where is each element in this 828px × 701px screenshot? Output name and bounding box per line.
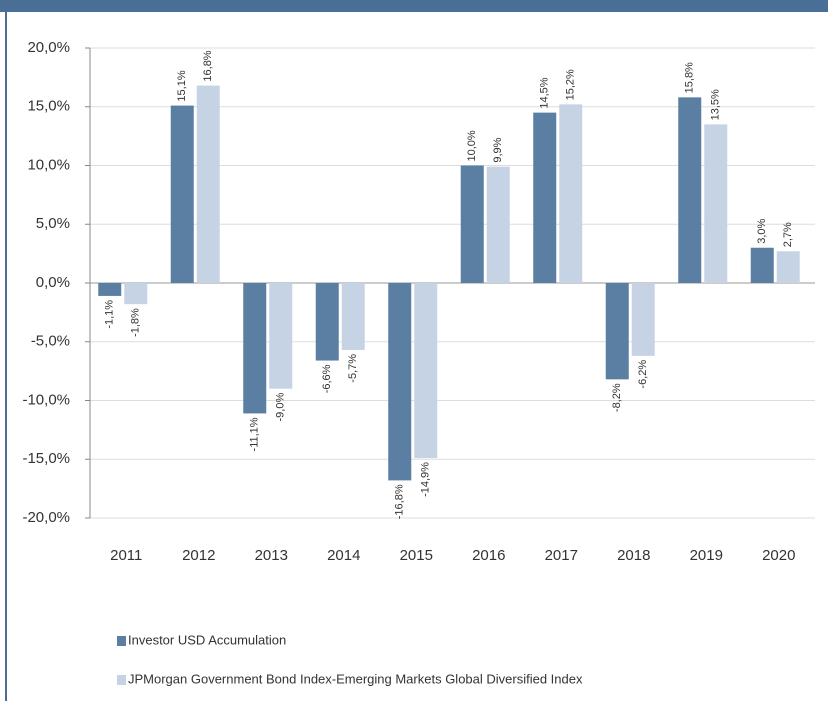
legend-swatch	[117, 675, 126, 685]
value-label: 9,9%	[492, 137, 504, 162]
bar	[533, 112, 557, 283]
legend-swatch	[117, 636, 126, 646]
value-label: -6,6%	[321, 364, 333, 393]
value-label: -16,8%	[394, 484, 406, 519]
bar	[341, 283, 365, 350]
value-label: 15,1%	[176, 70, 188, 101]
legend-label: Investor USD Accumulation	[128, 632, 286, 647]
bar	[704, 124, 728, 283]
y-tick-label: 5,0%	[36, 215, 70, 232]
value-label: 13,5%	[710, 89, 722, 120]
bar	[98, 283, 122, 296]
bar	[170, 105, 194, 283]
value-label: -1,8%	[130, 308, 142, 337]
top-band	[0, 0, 828, 12]
x-tick-label: 2015	[400, 547, 433, 564]
x-tick-label: 2016	[472, 547, 505, 564]
x-tick-label: 2014	[327, 547, 360, 564]
bar	[605, 283, 629, 380]
x-tick-label: 2011	[110, 547, 142, 564]
bar	[315, 283, 339, 361]
bar	[750, 247, 774, 283]
value-label: 16,8%	[202, 50, 214, 81]
x-tick-label: 2020	[762, 547, 795, 564]
x-tick-label: 2012	[182, 547, 215, 564]
y-tick-label: -20,0%	[22, 509, 70, 526]
bar	[124, 283, 148, 305]
y-tick-label: 15,0%	[27, 98, 70, 115]
y-tick-label: 10,0%	[27, 156, 70, 173]
value-label: -5,7%	[347, 354, 359, 383]
value-label: -6,2%	[637, 360, 649, 389]
bar	[460, 165, 484, 283]
value-label: 14,5%	[539, 77, 551, 108]
value-label: -8,2%	[611, 383, 623, 412]
bar	[631, 283, 655, 356]
y-tick-label: -5,0%	[31, 333, 70, 350]
value-label: 10,0%	[466, 130, 478, 161]
bar	[269, 283, 293, 389]
bar	[776, 251, 800, 283]
bar	[388, 283, 412, 481]
x-tick-label: 2017	[545, 547, 578, 564]
value-label: 3,0%	[756, 218, 768, 243]
value-label: 15,8%	[684, 62, 696, 93]
bar	[196, 85, 220, 283]
x-tick-label: 2019	[690, 547, 723, 564]
bar	[678, 97, 702, 283]
legend-label: JPMorgan Government Bond Index-Emerging …	[128, 671, 583, 686]
value-label: -11,1%	[249, 417, 261, 451]
y-tick-label: 20,0%	[27, 39, 70, 56]
x-tick-label: 2013	[255, 547, 288, 564]
bar	[559, 104, 583, 284]
y-tick-label: -10,0%	[22, 391, 70, 408]
bar	[414, 283, 438, 459]
y-tick-label: -15,0%	[22, 450, 70, 467]
y-tick-label: 0,0%	[36, 274, 70, 291]
value-label: 2,7%	[782, 222, 794, 247]
value-label: -14,9%	[420, 462, 432, 497]
value-label: 15,2%	[565, 69, 577, 100]
value-label: -9,0%	[275, 393, 287, 422]
bar	[243, 283, 267, 414]
bar	[486, 166, 510, 283]
x-tick-label: 2018	[617, 547, 650, 564]
value-label: -1,1%	[104, 300, 116, 329]
